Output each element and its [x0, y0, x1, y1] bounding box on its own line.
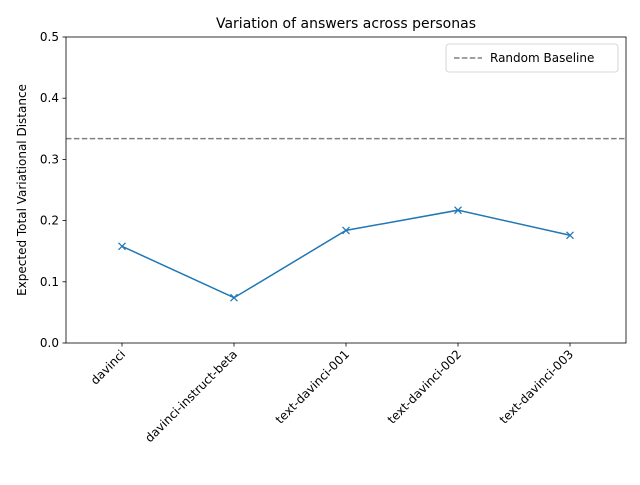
legend-box [445, 43, 619, 73]
data-point-marker [118, 242, 126, 251]
series-line-0 [121, 209, 571, 299]
x-tick-label: davinci-instruct-beta [142, 347, 240, 445]
chart-title: Variation of answers across personas [216, 16, 476, 32]
x-tick-label: text-davinci-001 [273, 347, 352, 426]
legend-label: Random Baseline [490, 51, 594, 65]
x-tick-label: text-davinci-002 [385, 347, 464, 426]
y-tick-label: 0.3 [40, 152, 59, 166]
y-tick-label: 0.2 [40, 214, 59, 228]
y-tick-label: 0.1 [40, 275, 59, 289]
x-tick-label: davinci [88, 347, 128, 387]
data-point-marker [566, 231, 574, 240]
y-tick-label: 0.4 [40, 91, 59, 105]
data-point-marker [342, 226, 350, 235]
data-point-marker [454, 206, 462, 215]
axes-frame [65, 36, 627, 344]
x-tick-label: text-davinci-003 [497, 347, 576, 426]
y-tick-label: 0.5 [40, 30, 59, 44]
y-tick-label: 0.0 [40, 336, 59, 350]
data-point-marker [230, 293, 238, 302]
plot-area: 0.0 0.1 0.2 0.3 0.4 0.5 davinci davinci-instruc… [40, 30, 627, 445]
y-axis-label: Expected Total Variational Distance [15, 84, 29, 296]
